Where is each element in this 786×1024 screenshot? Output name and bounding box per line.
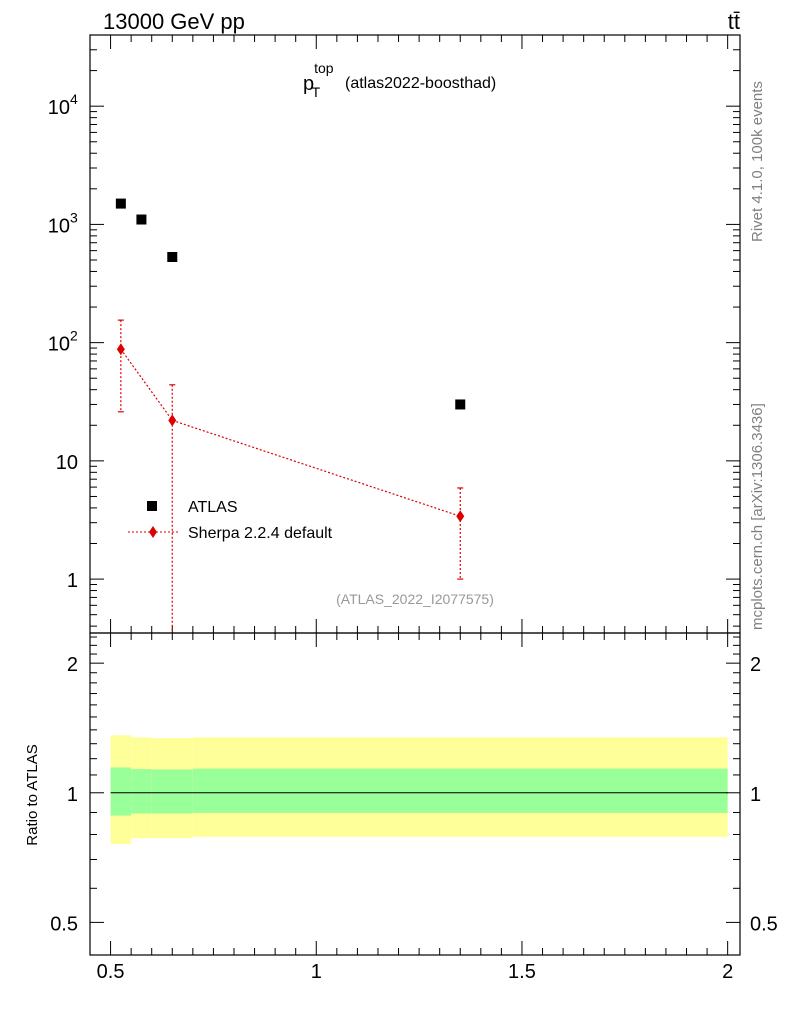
main-y-tick-exponent: 3 xyxy=(70,209,78,225)
legend-atlas-label: ATLAS xyxy=(188,499,238,516)
main-y-tick-label: 10 xyxy=(48,215,70,237)
main-y-tick-base: 10 xyxy=(48,334,70,356)
analysis-tag: (ATLAS_2022_I2077575) xyxy=(336,591,494,607)
main-x-ticks xyxy=(89,35,729,633)
ratio-bands xyxy=(110,735,728,845)
ratio-band-green xyxy=(151,769,193,814)
ratio-panel-frame xyxy=(89,632,741,956)
main-y-tick-exponent: 4 xyxy=(70,91,78,107)
ratio-y-tick-label-right: 0.5 xyxy=(750,913,778,935)
main-y-tick-label: 10 xyxy=(56,452,78,474)
main-y-ticks xyxy=(90,34,740,627)
main-y-tick-base: 10 xyxy=(56,452,78,474)
main-y-tick-base: 10 xyxy=(48,97,70,119)
atlas-point xyxy=(455,399,466,410)
ratio-x-tick-label: 1 xyxy=(311,961,322,983)
ratio-y-axis-label: Ratio to ATLAS xyxy=(24,744,41,845)
ratio-y-tick-label-left: 1 xyxy=(67,784,78,806)
ratio-y-tick-label-right: 2 xyxy=(750,654,761,676)
ratio-band-green xyxy=(131,769,152,814)
main-y-tick-base: 1 xyxy=(67,570,78,592)
rivet-label: Rivet 4.1.0, 100k events xyxy=(749,81,766,242)
legend-sherpa-marker xyxy=(149,526,157,538)
main-panel-frame xyxy=(89,34,741,634)
atlas-point xyxy=(136,214,147,225)
ratio-x-tick-label: 2 xyxy=(722,961,733,983)
plot-title-main: p xyxy=(303,73,314,95)
legend-atlas-marker xyxy=(147,501,157,511)
mcplots-label: mcplots.cern.ch [arXiv:1306.3436] xyxy=(749,403,766,630)
main-y-tick-label: 10 xyxy=(48,334,70,356)
ratio-y-ticks xyxy=(90,636,740,923)
process-label: tt̄ xyxy=(728,9,740,34)
ratio-band-green xyxy=(110,767,132,816)
main-y-tick-exponent: 2 xyxy=(70,328,78,344)
ratio-x-tick-label: 1.5 xyxy=(508,961,536,983)
main-data-points xyxy=(115,198,466,633)
ratio-band-green xyxy=(192,768,728,813)
legend-sherpa-label: Sherpa 2.2.4 default xyxy=(188,525,333,542)
main-y-tick-label: 1 xyxy=(67,570,78,592)
plot-title-analysis: (atlas2022-boosthad) xyxy=(345,75,496,92)
ratio-x-ticks xyxy=(89,633,729,955)
sherpa-point xyxy=(116,343,125,356)
sherpa-point xyxy=(168,414,177,427)
ratio-y-tick-label-left: 0.5 xyxy=(50,913,78,935)
plot-title-sub: T xyxy=(312,84,321,100)
main-y-tick-base: 10 xyxy=(48,215,70,237)
ratio-x-tick-label: 0.5 xyxy=(97,961,125,983)
plot-title-sup: top xyxy=(314,60,334,76)
sherpa-point xyxy=(456,510,465,523)
ratio-y-tick-label-left: 2 xyxy=(67,654,78,676)
atlas-point xyxy=(115,198,126,209)
energy-label: 13000 GeV pp xyxy=(103,9,245,34)
legend: ATLAS Sherpa 2.2.4 default xyxy=(128,499,333,542)
ratio-x-tick-labels: 0.5 1 1.5 2 xyxy=(97,961,734,983)
sherpa-line xyxy=(120,348,461,517)
atlas-point xyxy=(167,252,178,263)
plot-title: ptop T xyxy=(303,60,334,100)
ratio-y-tick-labels: 0.5 0.5 1 1 2 2 xyxy=(50,654,778,935)
ratio-y-tick-label-right: 1 xyxy=(750,784,761,806)
main-y-tick-label: 10 xyxy=(48,97,70,119)
